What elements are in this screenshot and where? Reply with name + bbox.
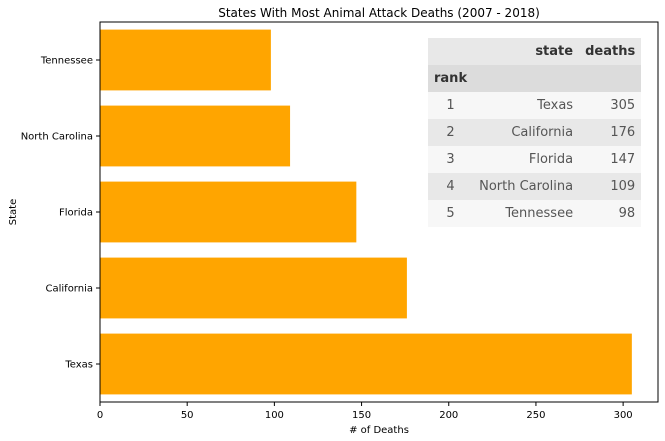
- deaths-cell: 98: [579, 200, 642, 227]
- table-row: 5 Tennessee 98: [428, 200, 642, 227]
- x-tick-label: 150: [352, 410, 371, 421]
- table-row: 4 North Carolina 109: [428, 173, 642, 200]
- table-row: 3 Florida 147: [428, 146, 642, 173]
- deaths-cell: 109: [579, 173, 642, 200]
- deaths-cell: 176: [579, 119, 642, 146]
- deaths-cell: 147: [579, 146, 642, 173]
- chart-title: States With Most Animal Attack Deaths (2…: [218, 6, 540, 20]
- x-tick-label: 0: [97, 410, 103, 421]
- plot-frame: [99, 21, 659, 403]
- x-tick-label: 50: [181, 410, 194, 421]
- y-tick-label: Texas: [64, 360, 93, 371]
- state-cell: Texas: [473, 92, 580, 119]
- state-cell: North Carolina: [473, 173, 580, 200]
- bar-tennessee: [100, 29, 271, 91]
- y-axis-label: State: [8, 199, 19, 225]
- rank-cell: 1: [428, 92, 474, 119]
- y-tick-label: California: [46, 284, 94, 295]
- x-axis-label: # of Deaths: [349, 425, 409, 436]
- index-header-blank: [579, 65, 642, 92]
- bar-california: [100, 257, 407, 319]
- summary-table: state deaths rank 1 Texas 305 2 Californ…: [428, 38, 642, 227]
- x-tick-label: 250: [526, 410, 545, 421]
- state-cell: California: [473, 119, 580, 146]
- bars-group: [100, 29, 632, 395]
- y-ticks: Texas California Florida North Carolina Tenn…: [21, 56, 100, 371]
- x-tick-label: 100: [265, 410, 284, 421]
- rank-cell: 2: [428, 119, 474, 146]
- index-header: rank: [428, 65, 474, 92]
- y-tick-label: Florida: [59, 208, 93, 219]
- x-ticks: 0 50 100 150 200 250 300: [97, 402, 633, 421]
- index-header-blank: [473, 65, 580, 92]
- x-tick-label: 200: [439, 410, 458, 421]
- table-row: 2 California 176: [428, 119, 642, 146]
- bar-florida: [100, 181, 357, 243]
- col-header-deaths: deaths: [579, 38, 642, 65]
- y-tick-label: Tennessee: [40, 56, 93, 67]
- bar-texas: [100, 333, 632, 395]
- rank-cell: 4: [428, 173, 474, 200]
- rank-cell: 5: [428, 200, 474, 227]
- bar-north-carolina: [100, 105, 291, 167]
- col-header-state: state: [473, 38, 580, 65]
- rank-cell: 3: [428, 146, 474, 173]
- table-row: 1 Texas 305: [428, 92, 642, 119]
- state-cell: Florida: [473, 146, 580, 173]
- table-corner: [428, 38, 474, 65]
- y-tick-label: North Carolina: [21, 132, 93, 143]
- x-tick-label: 300: [614, 410, 633, 421]
- state-cell: Tennessee: [473, 200, 580, 227]
- deaths-cell: 305: [579, 92, 642, 119]
